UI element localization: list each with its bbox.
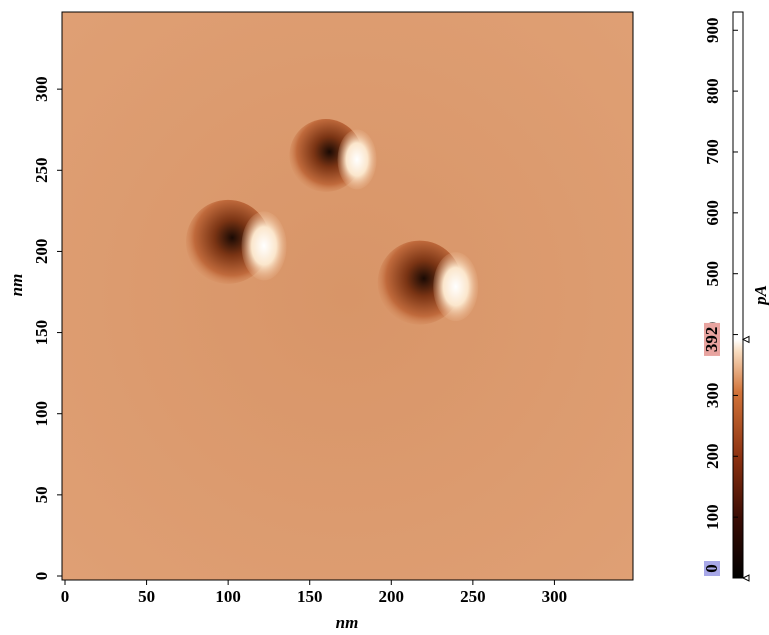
y-tick-label: 100 [32,401,51,427]
colorbar-marker-label: 392 [702,327,721,353]
y-axis-label: nm [7,274,26,297]
x-tick-label: 300 [542,587,568,606]
colorbar-tick-label: 600 [703,200,722,226]
y-tick-label: 300 [32,76,51,102]
colorbar-marker-arrow [743,336,749,342]
colorbar-tick-label: 900 [703,18,722,44]
x-axis-label: nm [336,613,359,632]
colorbar-tick-label: 500 [703,261,722,287]
colorbar-tick-label: 800 [703,78,722,104]
colorbar-label: pA [751,285,769,307]
chart: nm nm pA 0 50 100 150 200 250 300 0 50 100 150 200 2… [0,0,769,635]
y-tick-label: 0 [32,572,51,581]
x-tick-label: 100 [215,587,241,606]
x-tick-label: 0 [61,587,70,606]
x-tick-label: 50 [138,587,155,606]
colorbar-marker-arrow [743,575,749,581]
x-tick-label: 200 [379,587,405,606]
pit-bright [433,252,478,321]
y-tick-label: 200 [32,239,51,265]
afm-image [62,12,633,580]
pit-bright [242,211,287,280]
colorbar-tick-label: 700 [703,139,722,165]
colorbar-tick-label: 100 [703,504,722,530]
colorbar-marker-label: 0 [702,564,721,573]
colorbar [733,12,743,578]
x-tick-label: 150 [297,587,323,606]
colorbar-tick-label: 200 [703,444,722,470]
pit-bright [338,130,377,190]
y-tick-label: 250 [32,158,51,184]
x-tick-label: 250 [460,587,486,606]
y-tick-label: 150 [32,320,51,346]
colorbar-tick-label: 300 [703,383,722,409]
y-tick-label: 50 [32,486,51,503]
